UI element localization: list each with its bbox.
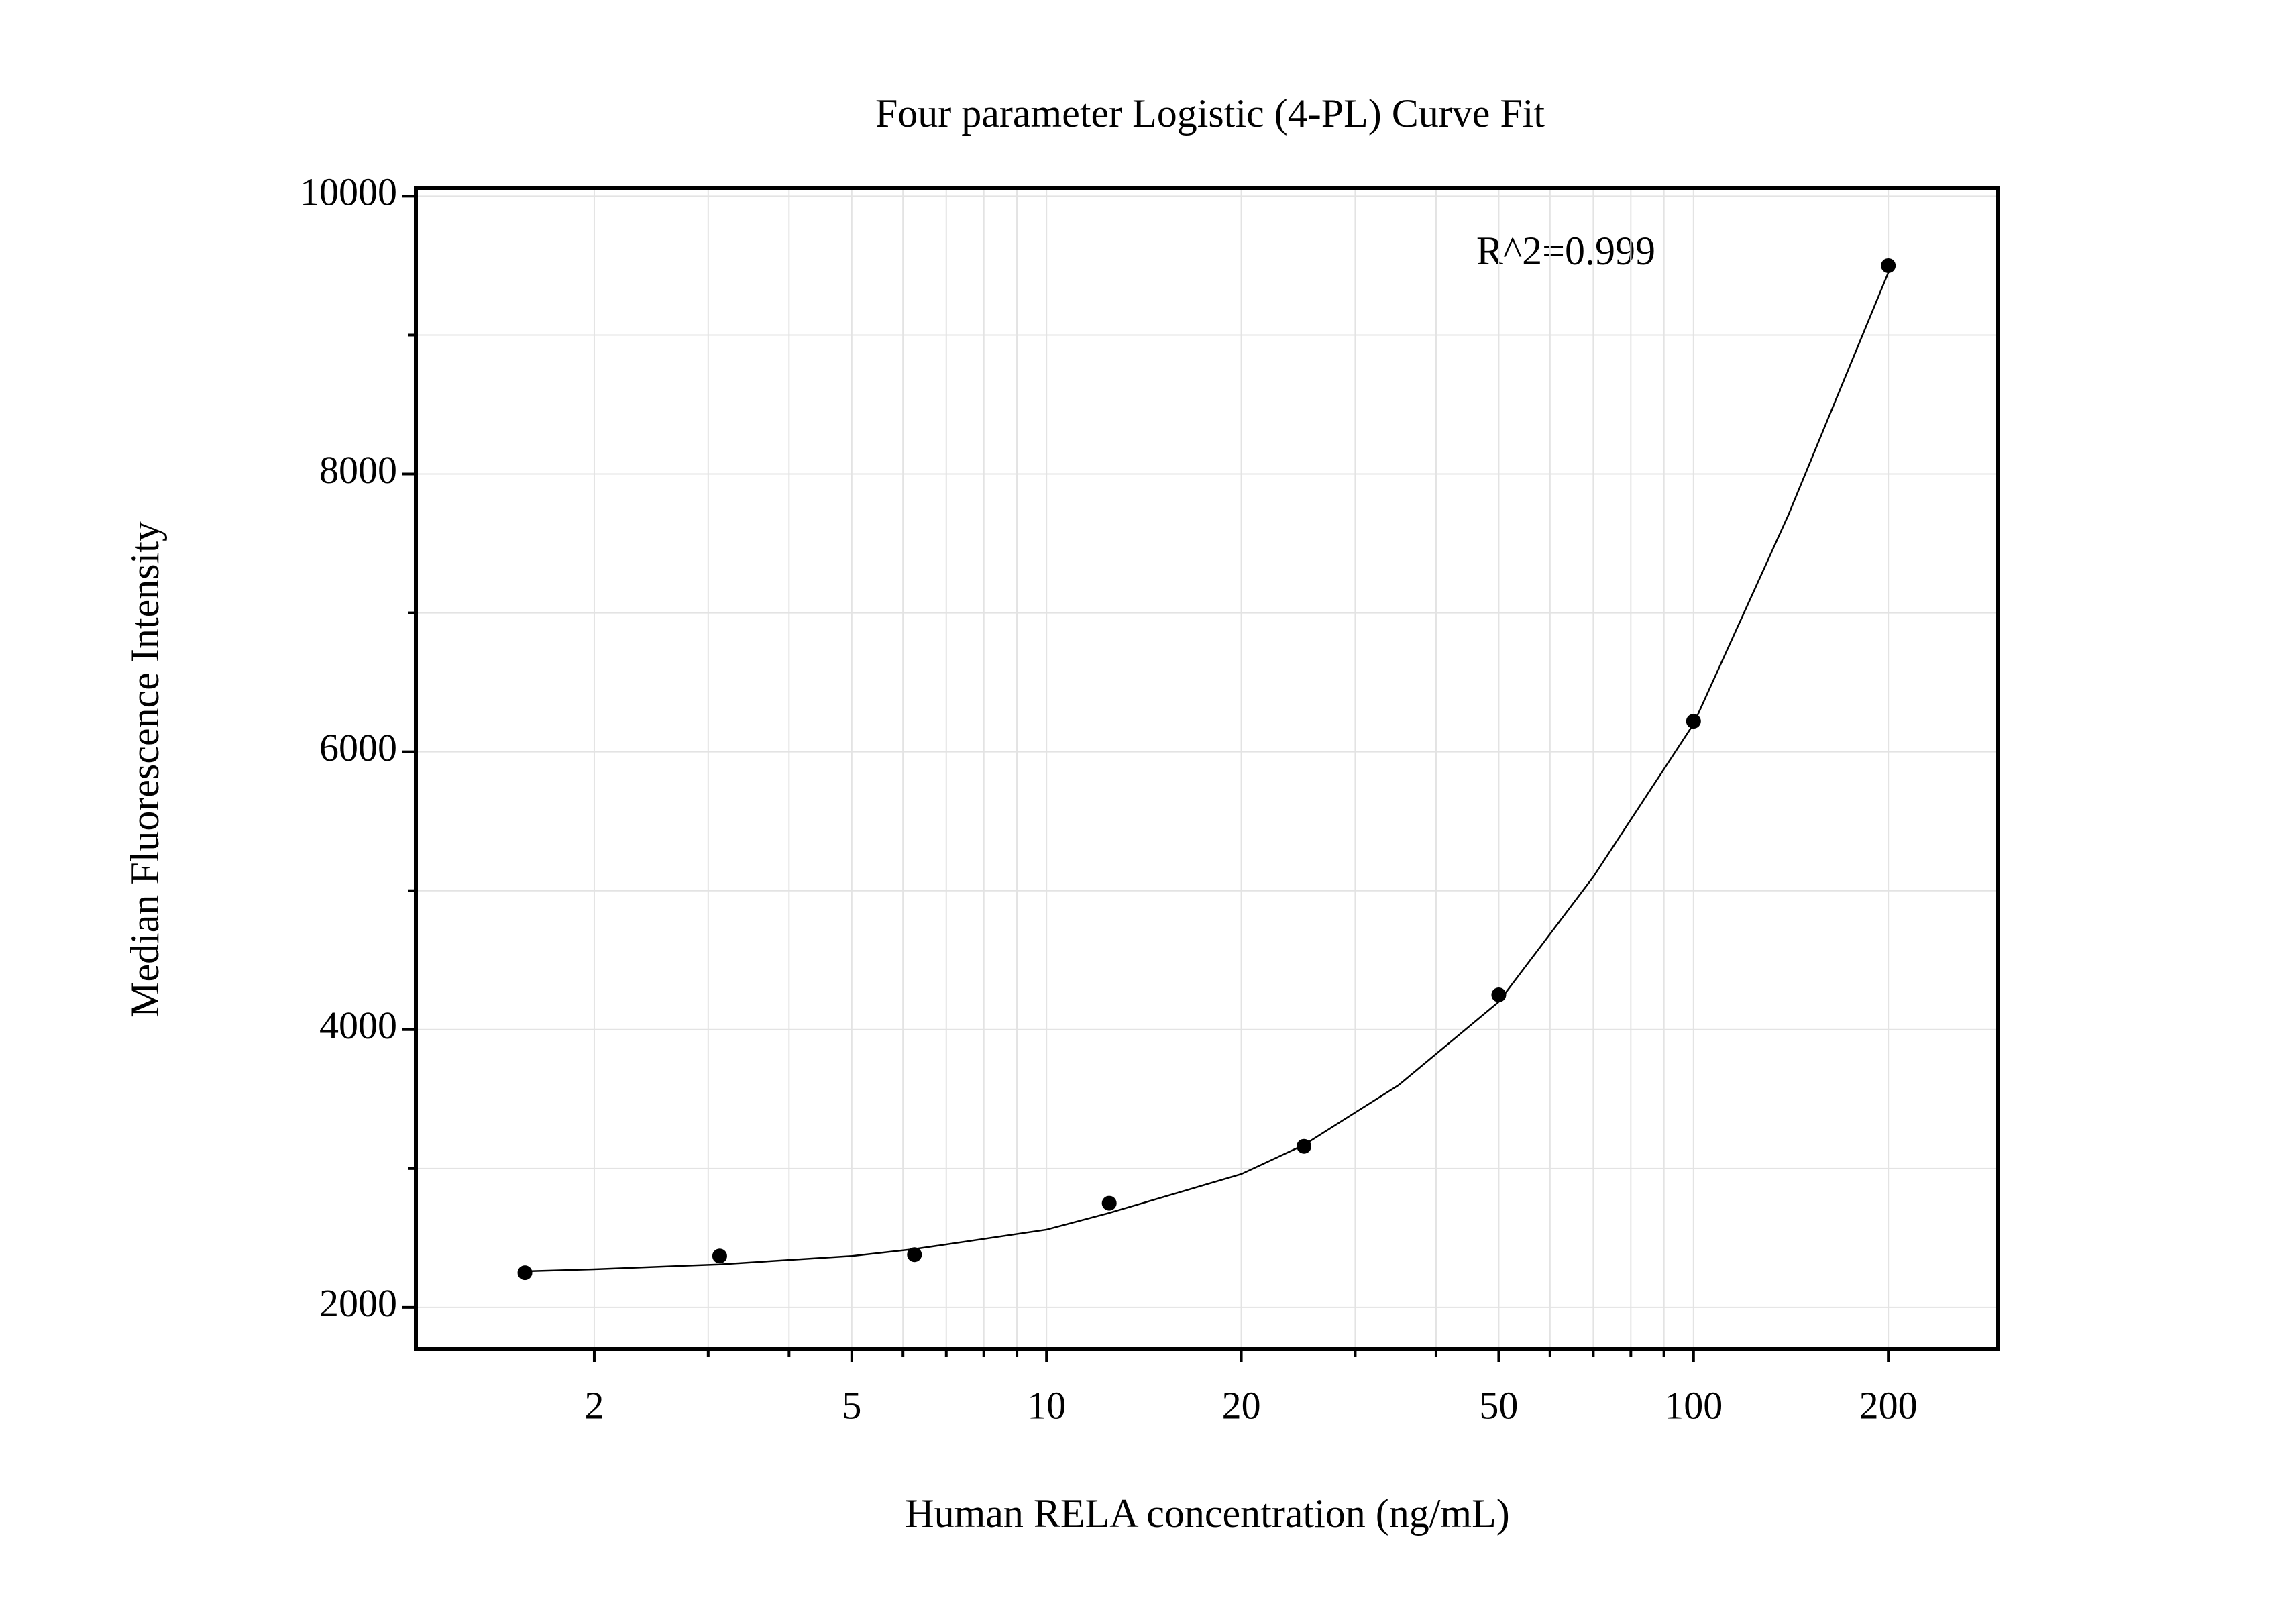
y-tick-label: 8000 [319, 448, 397, 492]
data-point [517, 1265, 533, 1281]
x-tick-label: 20 [1222, 1383, 1261, 1427]
x-tick-label: 100 [1664, 1383, 1723, 1427]
x-axis-label: Human RELA concentration (ng/mL) [905, 1491, 1509, 1536]
data-point [1491, 987, 1507, 1003]
y-tick-label: 6000 [319, 726, 397, 769]
y-tick-label: 2000 [319, 1281, 397, 1325]
data-point [907, 1247, 922, 1263]
y-tick-label: 10000 [300, 170, 397, 214]
data-point [1686, 714, 1701, 729]
y-tick-label: 4000 [319, 1004, 397, 1047]
x-tick-label: 200 [1859, 1383, 1918, 1427]
data-point [1881, 258, 1896, 273]
annotation: R^2=0.999 [1476, 229, 1655, 273]
data-point [1297, 1138, 1312, 1154]
x-tick-label: 5 [842, 1383, 861, 1427]
chart-title: Four parameter Logistic (4-PL) Curve Fit [875, 91, 1545, 136]
x-tick-label: 10 [1027, 1383, 1066, 1427]
x-tick-label: 50 [1479, 1383, 1518, 1427]
plot-frame [414, 186, 2000, 1351]
x-tick-label: 2 [584, 1383, 604, 1427]
fit-curve [525, 272, 1890, 1273]
data-point [1101, 1195, 1117, 1211]
data-point [712, 1248, 727, 1264]
y-axis-label: Median Fluorescence Intensity [123, 521, 167, 1018]
